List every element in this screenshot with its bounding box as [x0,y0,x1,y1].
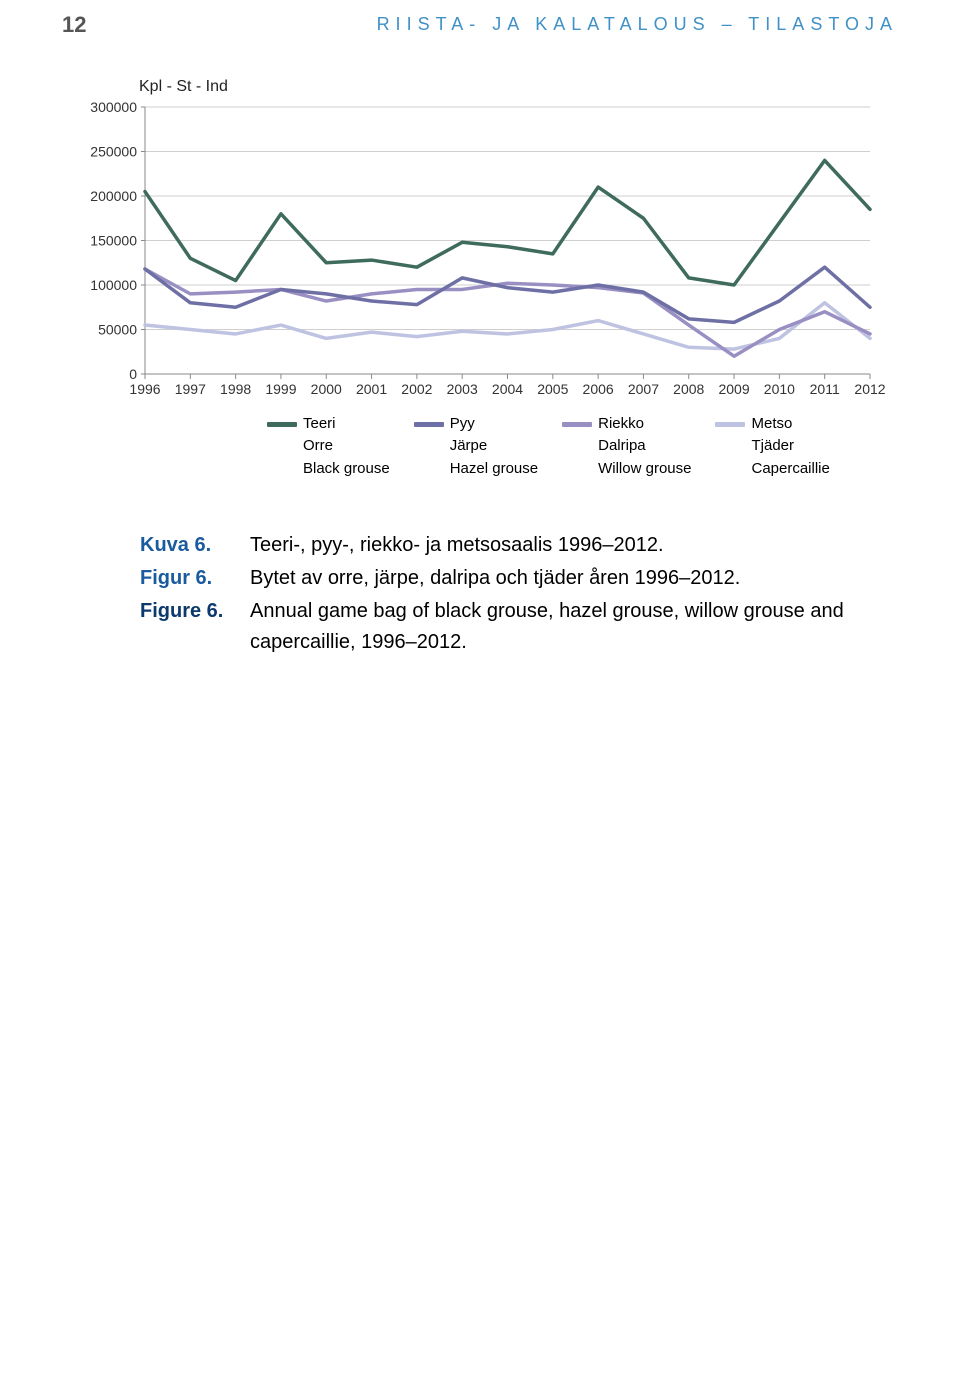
legend-label: Tjäder [751,437,794,454]
svg-text:2006: 2006 [583,381,614,397]
legend-swatch [267,422,297,427]
legend-label: Teeri [303,415,336,432]
legend-label: Willow grouse [598,460,691,477]
svg-text:1996: 1996 [129,381,160,397]
legend-cell: Tjäder [715,436,851,456]
svg-text:100000: 100000 [90,277,137,293]
legend-cell: Dalripa [562,436,713,456]
svg-text:2004: 2004 [492,381,523,397]
legend: Teeri Pyy Riekko Metso Orre Järpe Dalripa Tjäde… [265,412,885,481]
svg-text:2009: 2009 [718,381,749,397]
legend-label: Pyy [450,415,475,432]
legend-label: Hazel grouse [450,460,538,477]
svg-text:50000: 50000 [98,322,137,338]
legend-cell: Riekko [562,414,713,434]
page-number: 12 [62,12,86,38]
svg-text:2007: 2007 [628,381,659,397]
legend-cell: Black grouse [267,459,412,479]
running-head: RIISTA- JA KALATALOUS – TILASTOJA [377,14,898,35]
legend-swatch [562,422,592,427]
svg-text:1999: 1999 [265,381,296,397]
svg-text:2003: 2003 [447,381,478,397]
page: 12 RIISTA- JA KALATALOUS – TILASTOJA Kpl… [0,0,960,1387]
svg-text:2000: 2000 [311,381,342,397]
legend-label: Riekko [598,415,644,432]
legend-label: Järpe [450,437,488,454]
legend-label: Dalripa [598,437,646,454]
caption-text: Bytet av orre, järpe, dalripa och tjäder… [250,563,900,594]
legend-label: Metso [751,415,792,432]
svg-text:250000: 250000 [90,144,137,160]
svg-text:150000: 150000 [90,233,137,249]
svg-text:2010: 2010 [764,381,795,397]
legend-cell: Capercaillie [715,459,851,479]
figure-captions: Kuva 6.Teeri-, pyy-, riekko- ja metsosaa… [140,530,900,660]
caption-label: Figure 6. [140,596,250,658]
legend-label: Orre [303,437,333,454]
svg-text:200000: 200000 [90,188,137,204]
caption-label: Figur 6. [140,563,250,594]
line-chart-svg: 0 50000 100000 150000 200000 250000 300000 1996… [75,102,885,402]
svg-text:2005: 2005 [537,381,568,397]
y-axis-title: Kpl - St - Ind [139,78,885,96]
legend-cell: Metso [715,414,851,434]
legend-cell: Pyy [414,414,560,434]
svg-text:0: 0 [129,366,137,382]
caption-text: Teeri-, pyy-, riekko- ja metsosaalis 199… [250,530,900,561]
legend-label: Capercaillie [751,460,829,477]
svg-text:1998: 1998 [220,381,251,397]
svg-text:2002: 2002 [401,381,432,397]
legend-cell: Orre [267,436,412,456]
svg-text:2011: 2011 [810,381,840,397]
chart: Kpl - St - Ind 0 50000 100000 150000 200000 2… [75,78,885,481]
legend-cell: Teeri [267,414,412,434]
legend-label: Black grouse [303,460,390,477]
svg-text:2012: 2012 [854,381,885,397]
svg-text:2001: 2001 [356,381,387,397]
caption-label: Kuva 6. [140,530,250,561]
legend-cell: Hazel grouse [414,459,560,479]
legend-cell: Willow grouse [562,459,713,479]
legend-swatch [414,422,444,427]
legend-cell: Järpe [414,436,560,456]
svg-text:300000: 300000 [90,102,137,115]
svg-text:1997: 1997 [175,381,206,397]
legend-swatch [715,422,745,427]
caption-text: Annual game bag of black grouse, hazel g… [250,596,900,658]
svg-text:2008: 2008 [673,381,704,397]
